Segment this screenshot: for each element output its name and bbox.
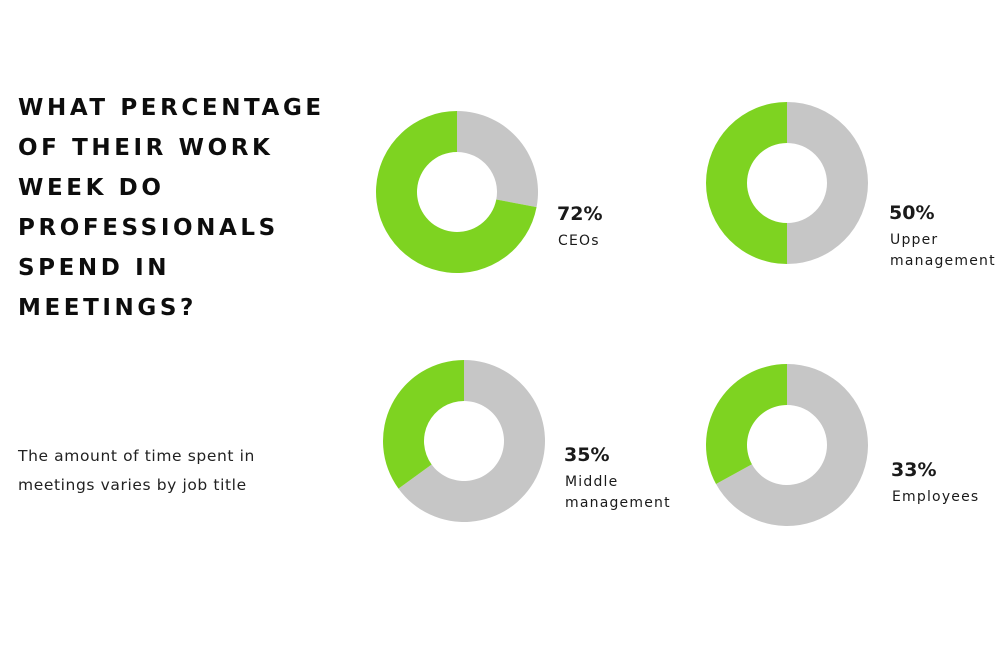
donut-value-slice [376, 111, 537, 273]
page-title-line: WEEK DO [18, 175, 165, 201]
donut-percent-label: 72% [557, 203, 602, 225]
page-title-line: MEETINGS? [18, 295, 197, 321]
donut-chart: 35% Middle management [383, 360, 671, 522]
donut-remainder-slice [398, 360, 546, 522]
donut-category-label: management [890, 253, 996, 269]
donut-remainder-slice [787, 102, 868, 264]
donut-category-label: Employees [892, 489, 979, 505]
donut-chart: 33% Employees [706, 364, 979, 527]
donut-percent-label: 33% [891, 459, 936, 481]
donut-chart: 72% CEOs [376, 111, 602, 273]
donut-value-slice [706, 102, 787, 264]
donut-category-label: Upper [890, 232, 938, 248]
donut-chart: 50% Upper management [706, 102, 996, 269]
chart-subtitle-line: meetings varies by job title [18, 476, 247, 494]
donut-percent-label: 50% [889, 202, 934, 224]
page-title: WHAT PERCENTAGE OF THEIR WORK WEEK DO PR… [18, 88, 348, 328]
page-title-line: WHAT PERCENTAGE [18, 95, 325, 121]
donut-category-label: Middle [565, 474, 618, 490]
donut-category-label: CEOs [558, 233, 600, 249]
donut-percent-label: 35% [564, 444, 609, 466]
page-title-line: PROFESSIONALS [18, 215, 279, 241]
donut-remainder-slice [457, 111, 539, 208]
donut-value-slice [706, 364, 787, 485]
donut-value-slice [383, 360, 464, 489]
page-title-line: OF THEIR WORK [18, 135, 274, 161]
page-title-line: SPEND IN [18, 255, 171, 281]
donut-remainder-slice [716, 364, 869, 527]
chart-subtitle: The amount of time spent in meetings var… [18, 442, 318, 500]
donut-category-label: management [565, 495, 671, 511]
chart-subtitle-line: The amount of time spent in [18, 447, 255, 465]
